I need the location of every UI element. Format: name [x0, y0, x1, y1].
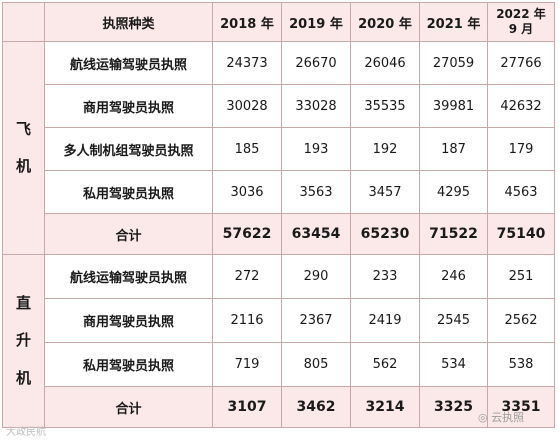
table-row: 飞 机 航线运输驾驶员执照 24373 26670 26046 27059 27…	[2, 41, 555, 255]
header-year-2018: 2018 年	[212, 2, 282, 42]
cell-value: 187	[419, 127, 488, 171]
total-value: 63454	[281, 213, 351, 255]
total-value: 3325	[419, 386, 488, 428]
cell-value: 26670	[281, 41, 351, 85]
cell-value: 290	[281, 254, 351, 299]
table-row: 商用驾驶员执照 2116 2367 2419 2545 2562	[3, 298, 555, 343]
header-year-2022-line1: 2022 年	[496, 7, 546, 21]
cell-value: 2419	[350, 298, 420, 343]
table-row: 商用驾驶员执照 30028 33028 35535 39981 42632	[3, 84, 555, 128]
cell-value: 24373	[212, 41, 282, 85]
table-row: 私用驾驶员执照 3036 3563 3457 4295 4563	[3, 170, 555, 214]
total-label: 合计	[44, 213, 213, 255]
cell-value: 805	[281, 342, 351, 387]
row-label: 私用驾驶员执照	[44, 342, 213, 387]
row-label: 商用驾驶员执照	[44, 298, 213, 343]
cell-value: 2116	[212, 298, 282, 343]
cell-value: 3036	[212, 170, 282, 214]
header-corner	[2, 2, 45, 42]
cell-value: 179	[487, 127, 555, 171]
header-year-2021: 2021 年	[419, 2, 488, 42]
cell-value: 562	[350, 342, 420, 387]
category-helicopter: 直 升 机	[2, 254, 45, 428]
row-label: 航线运输驾驶员执照	[44, 41, 213, 85]
total-value: 3107	[212, 386, 282, 428]
table-row: 多人制机组驾驶员执照 185 193 192 187 179	[3, 127, 555, 171]
header-year-2022-line2: 9 月	[508, 22, 534, 36]
watermark-left-text: 大政民航	[6, 427, 46, 438]
cell-value: 534	[419, 342, 488, 387]
header-year-2019: 2019 年	[281, 2, 351, 42]
cell-value: 39981	[419, 84, 488, 128]
cell-value: 251	[487, 254, 555, 299]
row-label: 航线运输驾驶员执照	[44, 254, 213, 299]
cell-value: 192	[350, 127, 420, 171]
watermark-left: 大政民航	[6, 423, 46, 438]
cell-value: 193	[281, 127, 351, 171]
header-year-2022-sep: 2022 年 9 月	[487, 2, 555, 42]
cell-value: 4295	[419, 170, 488, 214]
cell-value: 27766	[487, 41, 555, 85]
cell-value: 185	[212, 127, 282, 171]
header-license-type: 执照种类	[44, 2, 213, 42]
cell-value: 2367	[281, 298, 351, 343]
cell-value: 3457	[350, 170, 420, 214]
category-airplane: 飞 机	[2, 41, 45, 255]
cell-value: 2545	[419, 298, 488, 343]
total-label: 合计	[44, 386, 213, 428]
total-value: 75140	[487, 213, 555, 255]
header-year-2020: 2020 年	[350, 2, 420, 42]
cell-value: 2562	[487, 298, 555, 343]
row-label: 商用驾驶员执照	[44, 84, 213, 128]
total-value: 3214	[350, 386, 420, 428]
cell-value: 27059	[419, 41, 488, 85]
cell-value: 246	[419, 254, 488, 299]
cell-value: 3563	[281, 170, 351, 214]
cell-value: 538	[487, 342, 555, 387]
cell-value: 233	[350, 254, 420, 299]
cell-value: 30028	[212, 84, 282, 128]
total-value: 3351	[487, 386, 555, 428]
total-row-airplane: 合计 57622 63454 65230 71522 75140	[3, 213, 555, 255]
cell-value: 719	[212, 342, 282, 387]
watermark-right-text: 云执照	[491, 411, 525, 424]
table-row: 直 升 机 航线运输驾驶员执照 272 290 233 246 251	[2, 254, 555, 428]
cell-value: 272	[212, 254, 282, 299]
row-label: 私用驾驶员执照	[44, 170, 213, 214]
row-label: 多人制机组驾驶员执照	[44, 127, 213, 171]
license-statistics-table: 执照种类 2018 年 2019 年 2020 年 2021 年 2022 年 …	[2, 2, 555, 428]
total-value: 65230	[350, 213, 420, 255]
total-row-helicopter: 合计 3107 3462 3214 3325 3351	[3, 386, 555, 428]
total-value: 57622	[212, 213, 282, 255]
total-value: 3462	[281, 386, 351, 428]
cell-value: 33028	[281, 84, 351, 128]
cell-value: 26046	[350, 41, 420, 85]
table-row: 私用驾驶员执照 719 805 562 534 538	[3, 342, 555, 387]
header-row: 执照种类 2018 年 2019 年 2020 年 2021 年 2022 年 …	[2, 2, 555, 42]
cell-value: 42632	[487, 84, 555, 128]
cell-value: 4563	[487, 170, 555, 214]
cell-value: 35535	[350, 84, 420, 128]
watermark-right: ◎ 云执照	[478, 409, 524, 425]
total-value: 71522	[419, 213, 488, 255]
wechat-icon: ◎	[478, 411, 492, 424]
